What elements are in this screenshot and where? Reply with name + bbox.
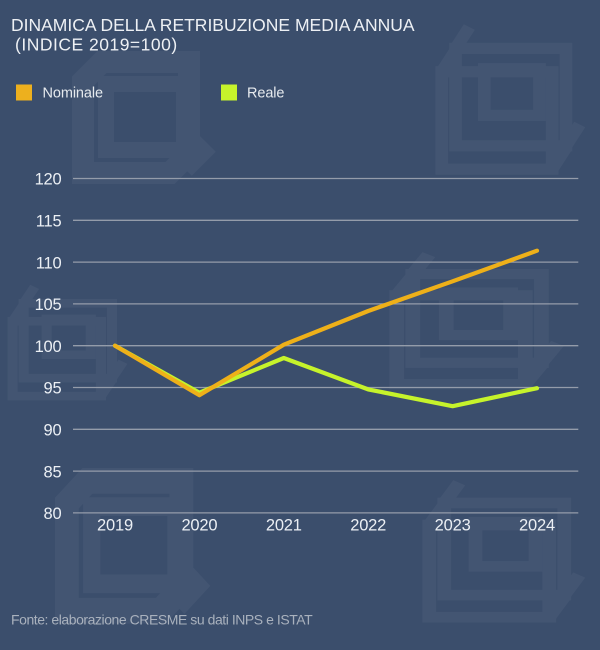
svg-text:Reale: Reale [247, 86, 284, 102]
svg-text:2020: 2020 [181, 516, 217, 534]
svg-text:2019: 2019 [97, 516, 133, 534]
svg-text:110: 110 [36, 254, 62, 272]
svg-text:115: 115 [36, 213, 62, 231]
svg-text:2023: 2023 [435, 516, 471, 534]
svg-text:Nominale: Nominale [43, 86, 103, 102]
svg-text:(INDICE 2019=100): (INDICE 2019=100) [15, 35, 178, 55]
svg-text:95: 95 [44, 380, 62, 398]
svg-text:80: 80 [44, 505, 62, 523]
svg-text:2022: 2022 [350, 516, 386, 534]
svg-text:2024: 2024 [519, 516, 555, 534]
svg-text:2021: 2021 [266, 516, 302, 534]
svg-text:120: 120 [35, 171, 62, 189]
svg-text:90: 90 [44, 422, 62, 440]
svg-text:105: 105 [35, 296, 62, 314]
svg-text:85: 85 [44, 463, 62, 481]
svg-text:DINAMICA DELLA RETRIBUZIONE ME: DINAMICA DELLA RETRIBUZIONE MEDIA ANNUA [11, 15, 415, 35]
svg-text:Fonte: elaborazione CRESME su: Fonte: elaborazione CRESME su dati INPS … [11, 612, 313, 628]
svg-text:100: 100 [35, 338, 62, 356]
